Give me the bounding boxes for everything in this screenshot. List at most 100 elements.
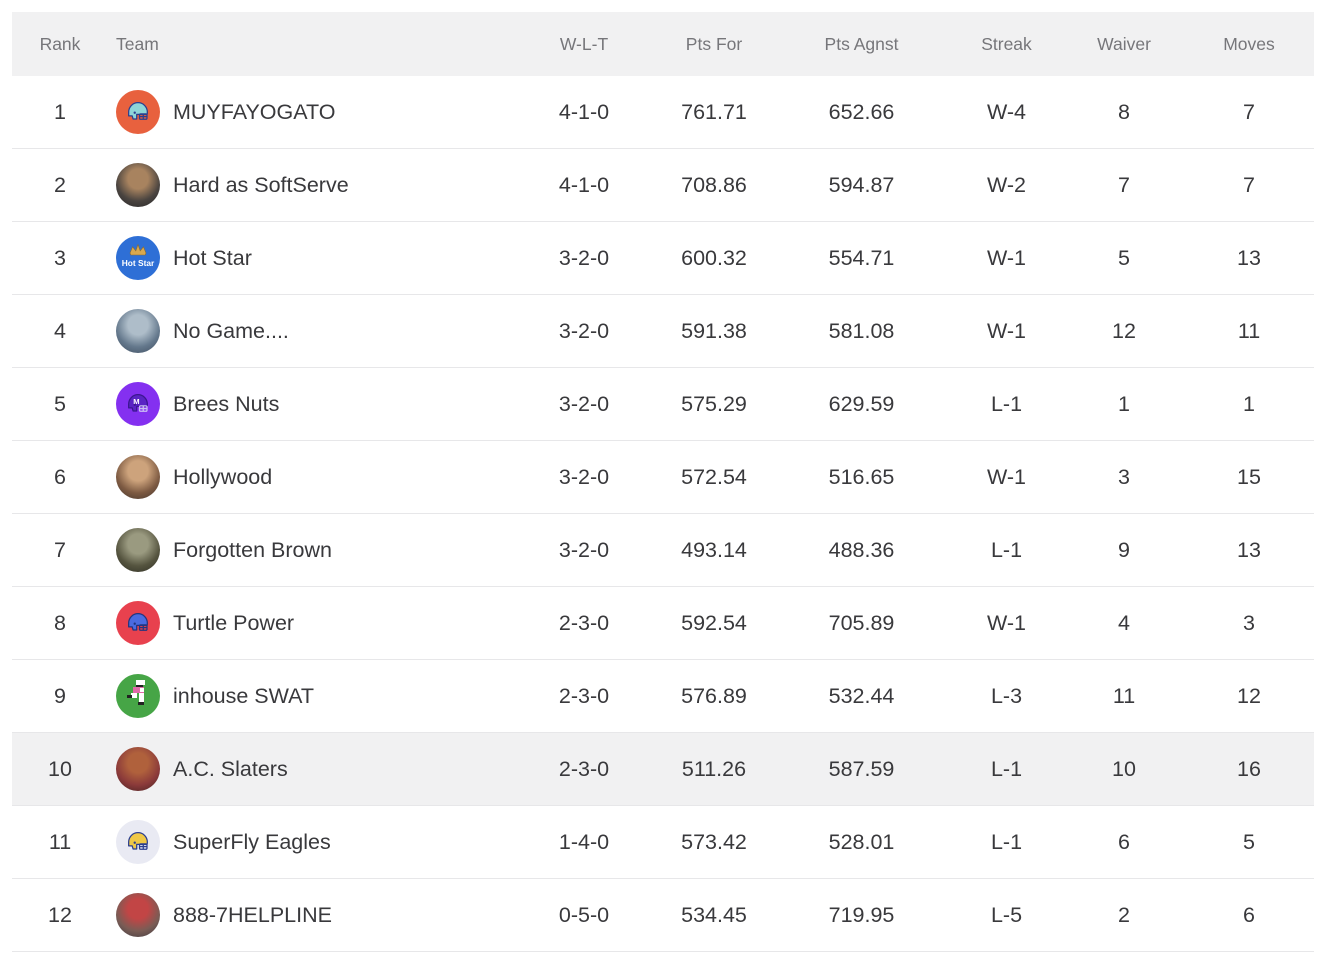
- team-points-against: 652.66: [828, 99, 895, 124]
- team-cell: A.C. Slaters: [108, 747, 514, 791]
- team-moves: 13: [1237, 245, 1261, 270]
- football-helmet-icon: [128, 102, 148, 120]
- team-moves: 15: [1237, 464, 1261, 489]
- team-moves: 12: [1237, 683, 1261, 708]
- column-header-waiver: Waiver: [1097, 33, 1151, 54]
- team-points-for: 761.71: [681, 99, 747, 124]
- team-cell: Forgotten Brown: [108, 528, 514, 572]
- team-cell: Hot Star Hot Star: [108, 236, 514, 280]
- team-points-against: 532.44: [828, 683, 895, 708]
- photo-avatar: [116, 528, 160, 572]
- team-name-link[interactable]: Forgotten Brown: [173, 537, 332, 562]
- table-row: 12 888-7HELPLINE 0-5-0 534.45 719.95 L-5…: [12, 879, 1314, 952]
- team-points-against: 516.65: [828, 464, 895, 489]
- team-record: 3-2-0: [558, 537, 610, 562]
- team-rank: 7: [54, 537, 66, 562]
- hot-star-badge-icon: Hot Star: [122, 243, 155, 268]
- team-cell: 888-7HELPLINE: [108, 893, 514, 937]
- column-header-pts-against: Pts Agnst: [824, 33, 899, 54]
- team-record: 3-2-0: [558, 391, 610, 416]
- team-points-against: 587.59: [828, 756, 895, 781]
- team-points-for: 591.38: [681, 318, 747, 343]
- team-name-link[interactable]: Hard as SoftServe: [173, 172, 349, 197]
- team-waiver: 10: [1112, 756, 1136, 781]
- column-header-pts-for: Pts For: [685, 33, 743, 54]
- table-body: 1 MUYFAYOGATO 4-1-0 761.71 652.66 W-4 8 …: [12, 76, 1314, 952]
- table-row: 2 Hard as SoftServe 4-1-0 708.86 594.87 …: [12, 149, 1314, 222]
- team-record: 2-3-0: [558, 756, 610, 781]
- football-helmet-icon: [128, 613, 148, 631]
- team-avatar: Hot Star: [116, 236, 160, 280]
- team-name-link[interactable]: 888-7HELPLINE: [173, 902, 332, 927]
- team-record: 1-4-0: [558, 829, 610, 854]
- team-name-link[interactable]: SuperFly Eagles: [173, 829, 331, 854]
- team-points-against: 629.59: [828, 391, 895, 416]
- team-points-against: 488.36: [828, 537, 895, 562]
- team-points-for: 511.26: [681, 756, 747, 781]
- team-moves: 13: [1237, 537, 1261, 562]
- column-header-streak: Streak: [981, 33, 1032, 54]
- table-row: 4 No Game.... 3-2-0 591.38 581.08 W-1 12…: [12, 295, 1314, 368]
- team-cell: MUYFAYOGATO: [108, 90, 514, 134]
- team-avatar: [116, 674, 160, 718]
- team-record: 4-1-0: [558, 99, 610, 124]
- team-points-against: 528.01: [828, 829, 895, 854]
- team-points-against: 554.71: [828, 245, 895, 270]
- team-waiver: 7: [1118, 172, 1130, 197]
- team-waiver: 6: [1118, 829, 1130, 854]
- team-waiver: 8: [1118, 99, 1130, 124]
- team-rank: 11: [48, 829, 72, 854]
- team-points-against: 581.08: [828, 318, 895, 343]
- team-avatar: [116, 601, 160, 645]
- team-record: 2-3-0: [558, 683, 610, 708]
- team-points-for: 600.32: [681, 245, 747, 270]
- team-cell: M Brees Nuts: [108, 382, 514, 426]
- team-rank: 9: [54, 683, 66, 708]
- team-name-link[interactable]: Brees Nuts: [173, 391, 280, 416]
- team-streak: L-1: [990, 537, 1023, 562]
- team-moves: 7: [1243, 99, 1255, 124]
- team-name-link[interactable]: Hollywood: [173, 464, 273, 489]
- team-streak: W-1: [986, 245, 1027, 270]
- team-record: 4-1-0: [558, 172, 610, 197]
- team-points-for: 493.14: [681, 537, 747, 562]
- team-streak: W-4: [986, 99, 1027, 124]
- team-name-link[interactable]: No Game....: [173, 318, 289, 343]
- table-header-row: Rank Team W-L-T Pts For Pts Agnst Streak…: [12, 12, 1314, 76]
- team-points-for: 573.42: [681, 829, 747, 854]
- team-rank: 5: [54, 391, 66, 416]
- team-streak: W-1: [986, 610, 1027, 635]
- team-moves: 5: [1243, 829, 1255, 854]
- team-cell: SuperFly Eagles: [108, 820, 514, 864]
- column-header-rank: Rank: [39, 33, 81, 54]
- team-name-link[interactable]: inhouse SWAT: [173, 683, 314, 708]
- team-points-against: 705.89: [828, 610, 895, 635]
- photo-avatar: [116, 747, 160, 791]
- team-waiver: 4: [1118, 610, 1130, 635]
- football-helmet-icon: [128, 832, 148, 850]
- team-record: 3-2-0: [558, 245, 610, 270]
- team-moves: 7: [1243, 172, 1255, 197]
- team-points-for: 592.54: [681, 610, 747, 635]
- table-row: 9 inhouse SWAT 2-3-0 576.89 532.44 L-3 1…: [12, 660, 1314, 733]
- team-streak: W-1: [986, 464, 1027, 489]
- table-row: 8 Turtle Power 2-3-0 592.54 705.89 W-1 4…: [12, 587, 1314, 660]
- team-waiver: 3: [1118, 464, 1130, 489]
- team-streak: W-1: [986, 318, 1027, 343]
- team-points-for: 708.86: [681, 172, 747, 197]
- team-name-link[interactable]: MUYFAYOGATO: [173, 99, 336, 124]
- team-name-link[interactable]: Hot Star: [173, 245, 252, 270]
- team-cell: inhouse SWAT: [108, 674, 514, 718]
- team-points-against: 594.87: [828, 172, 895, 197]
- team-waiver: 12: [1112, 318, 1136, 343]
- pixel-player-icon: [127, 680, 145, 705]
- team-rank: 6: [54, 464, 66, 489]
- table-row: 3 Hot Star Hot Star 3-2-0 600.32 554.71 …: [12, 222, 1314, 295]
- team-points-for: 534.45: [681, 902, 747, 927]
- table-row: 10 A.C. Slaters 2-3-0 511.26 587.59 L-1 …: [12, 733, 1314, 806]
- team-rank: 8: [54, 610, 66, 635]
- team-name-link[interactable]: Turtle Power: [173, 610, 295, 635]
- team-name-link[interactable]: A.C. Slaters: [173, 756, 288, 781]
- team-streak: L-5: [990, 902, 1023, 927]
- team-cell: Hollywood: [108, 455, 514, 499]
